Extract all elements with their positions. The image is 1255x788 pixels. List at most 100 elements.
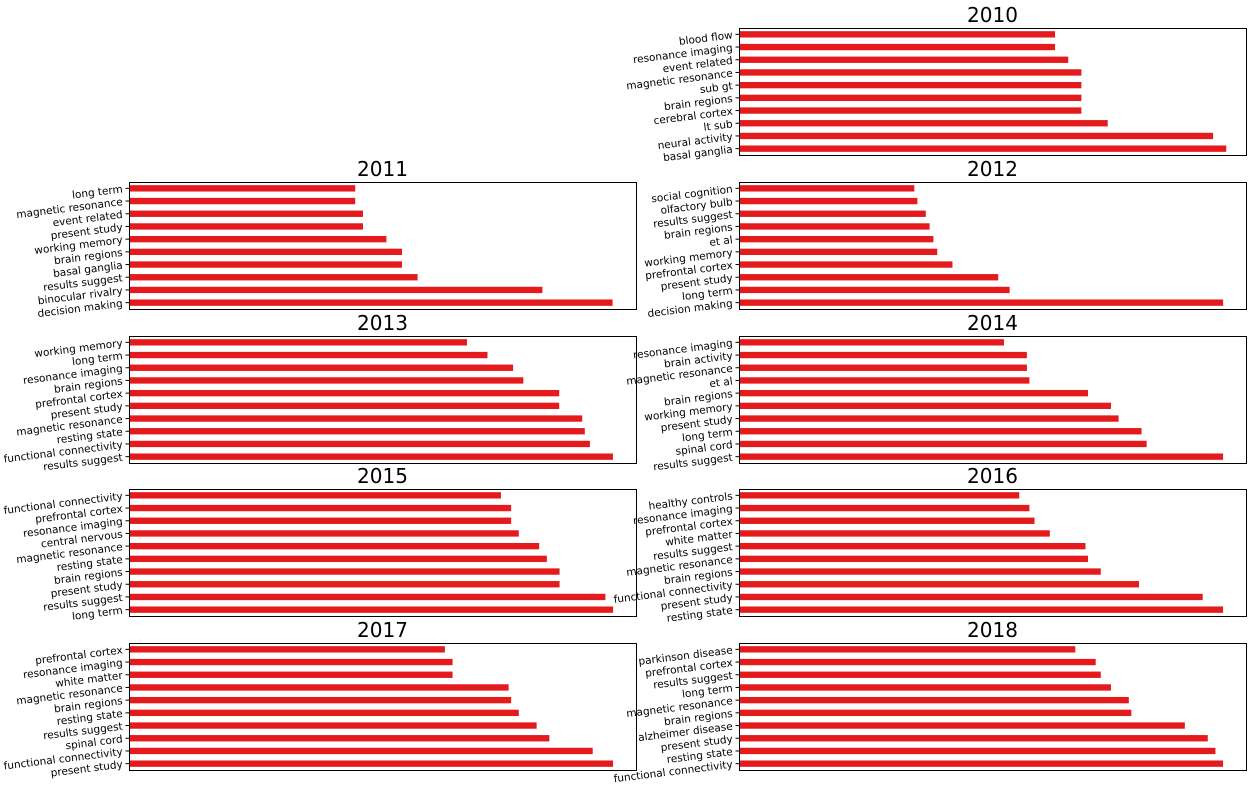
axes-frame xyxy=(129,336,637,464)
bar xyxy=(739,684,1111,691)
bar xyxy=(129,542,540,550)
bar xyxy=(129,453,613,460)
bar xyxy=(129,658,453,666)
bar xyxy=(129,339,467,346)
bar xyxy=(739,542,1086,550)
axes-frame xyxy=(739,28,1247,156)
axes-frame xyxy=(129,643,637,771)
chart-title: 2011 xyxy=(357,157,408,181)
bar xyxy=(129,504,512,512)
bar xyxy=(129,261,402,268)
bar xyxy=(739,415,1119,422)
chart-title: 2012 xyxy=(967,157,1018,181)
chart-title: 2013 xyxy=(357,311,408,335)
bar xyxy=(739,69,1082,76)
chart-title: 2018 xyxy=(967,618,1018,642)
bar xyxy=(739,747,1216,755)
bar xyxy=(739,606,1224,613)
bar xyxy=(129,760,614,767)
axes-frame xyxy=(739,182,1247,310)
bar xyxy=(739,389,1089,397)
bar xyxy=(739,696,1129,704)
bar xyxy=(129,671,453,678)
bar xyxy=(739,248,938,256)
bar xyxy=(739,107,1082,114)
bar xyxy=(129,492,501,499)
bar xyxy=(739,185,915,192)
bar xyxy=(739,56,1069,63)
axes-frame xyxy=(739,336,1247,464)
bar xyxy=(739,43,1056,51)
bar xyxy=(129,684,509,691)
bar xyxy=(739,568,1101,575)
bar xyxy=(129,722,537,729)
bar xyxy=(129,197,356,205)
axes-frame xyxy=(739,489,1247,617)
bar xyxy=(129,274,418,281)
bar xyxy=(129,606,614,613)
bar xyxy=(129,377,524,384)
bar xyxy=(739,81,1082,89)
tick-label: et al xyxy=(709,234,734,249)
bar xyxy=(739,722,1185,729)
bar xyxy=(739,94,1082,102)
bar xyxy=(739,760,1224,767)
bar xyxy=(739,132,1214,140)
bar xyxy=(739,286,1010,294)
chart-title: 2015 xyxy=(357,464,408,488)
bar xyxy=(739,492,1020,499)
bar xyxy=(129,415,583,422)
bar xyxy=(129,185,356,192)
bar xyxy=(739,440,1147,448)
bar xyxy=(129,581,560,588)
chart-title: 2016 xyxy=(967,464,1018,488)
tick-label: lt sub xyxy=(703,118,734,134)
axes-frame xyxy=(129,489,637,617)
bar xyxy=(129,517,512,524)
bar xyxy=(739,581,1139,588)
bar xyxy=(739,274,999,281)
axes-frame xyxy=(129,182,637,310)
bar xyxy=(739,235,934,243)
bar xyxy=(739,555,1089,563)
bar xyxy=(739,428,1142,435)
bar xyxy=(129,428,585,435)
bar xyxy=(739,351,1027,359)
bar xyxy=(739,709,1132,717)
bar xyxy=(739,453,1224,460)
chart-title: 2010 xyxy=(967,3,1018,27)
bar xyxy=(129,248,402,256)
bar xyxy=(739,261,953,268)
bar xyxy=(739,339,1004,346)
bar xyxy=(129,299,613,306)
bar xyxy=(739,402,1111,410)
bar xyxy=(739,377,1030,384)
bar xyxy=(129,530,519,537)
bar xyxy=(739,120,1108,127)
bar xyxy=(739,517,1035,524)
bar xyxy=(129,223,363,230)
bar xyxy=(739,31,1056,38)
bar xyxy=(739,735,1208,742)
bar xyxy=(739,646,1076,653)
bar xyxy=(129,747,593,755)
bar xyxy=(129,568,560,575)
bar xyxy=(129,351,488,359)
bar xyxy=(129,696,512,704)
chart-title: 2017 xyxy=(357,618,408,642)
bar xyxy=(739,364,1027,371)
bar xyxy=(129,235,387,243)
bar xyxy=(129,364,514,371)
chart-title: 2014 xyxy=(967,311,1018,335)
tick-label: sub gt xyxy=(699,80,733,96)
tick-label: et al xyxy=(709,376,734,391)
bar xyxy=(739,197,918,205)
